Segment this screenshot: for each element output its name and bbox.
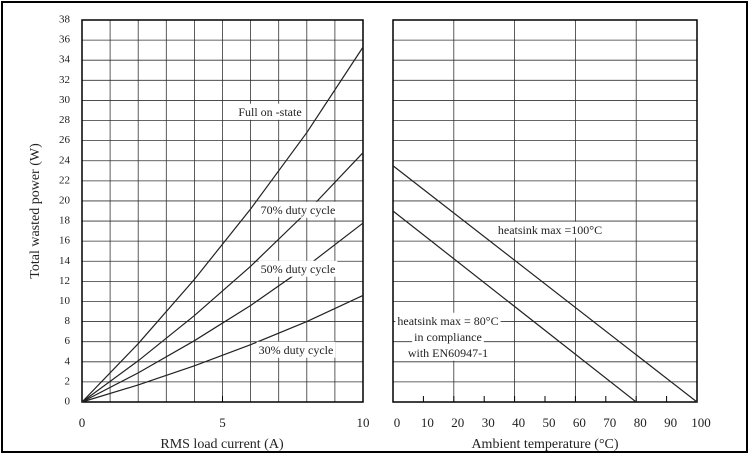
- line: [81, 294, 364, 403]
- x-tick-label: 90: [664, 415, 677, 430]
- y-axis-label: Total wasted power (W): [28, 143, 43, 279]
- line: [392, 165, 698, 403]
- x-tick-label: 50: [543, 415, 556, 430]
- series-label: Full on -state: [238, 105, 301, 119]
- series-label: heatsink max =100°C: [498, 223, 602, 237]
- y-tick-label: 36: [59, 34, 71, 46]
- label-bg: [412, 328, 484, 345]
- x-tick-label: 10: [421, 415, 434, 430]
- y-tick-label: 30: [59, 94, 71, 106]
- label-bg: [395, 312, 501, 329]
- x-tick-label: 70: [603, 415, 616, 430]
- line: [81, 222, 364, 403]
- label-bg: [405, 344, 491, 361]
- x-tick-label: 0: [79, 415, 86, 430]
- x-tick-label: 40: [512, 415, 525, 430]
- y-tick-label: 26: [59, 134, 71, 146]
- x-tick-label: 30: [482, 415, 495, 430]
- label-bg: [256, 341, 336, 358]
- series-label: 70% duty cycle: [261, 203, 336, 217]
- x-tick-label: 80: [634, 415, 647, 430]
- line: [392, 210, 637, 403]
- x-tick-label: 60: [573, 415, 586, 430]
- y-tick-label: 20: [59, 194, 71, 206]
- x-axis-label: RMS load current (A): [160, 437, 284, 452]
- y-tick-label: 12: [59, 275, 70, 287]
- y-tick-label: 32: [59, 74, 70, 86]
- x-tick-label: 10: [357, 415, 370, 430]
- y-tick-label: 16: [59, 235, 71, 247]
- y-tick-label: 6: [65, 335, 71, 347]
- annotation: with EN60947-1: [408, 346, 488, 360]
- series-label: heatsink max = 80°C: [397, 314, 498, 328]
- y-tick-label: 28: [59, 114, 71, 126]
- label-bg: [236, 103, 304, 120]
- y-tick-label: 18: [59, 215, 71, 227]
- y-tick-label: 2: [65, 375, 71, 387]
- x-tick-label: 0: [394, 415, 401, 430]
- y-tick-label: 14: [59, 255, 71, 267]
- x-axis-label: Ambient temperature (°C): [471, 437, 618, 452]
- x-tick-label: 100: [691, 415, 711, 430]
- label-bg: [258, 201, 338, 218]
- y-tick-label: 4: [65, 355, 71, 367]
- series-label: 30% duty cycle: [259, 343, 334, 357]
- y-tick-label: 38: [59, 14, 71, 26]
- y-tick-label: 34: [59, 54, 71, 66]
- y-tick-label: 24: [59, 154, 71, 166]
- annotation: in compliance: [414, 330, 482, 344]
- y-tick-label: 22: [59, 174, 70, 186]
- y-tick-label: 10: [59, 295, 71, 307]
- x-tick-label: 5: [219, 415, 226, 430]
- line: [81, 46, 364, 403]
- y-tick-label: 0: [65, 396, 71, 408]
- label-bg: [258, 260, 338, 277]
- y-tick-label: 8: [65, 315, 71, 327]
- x-tick-label: 20: [451, 415, 464, 430]
- label-bg: [495, 221, 605, 238]
- series-label: 50% duty cycle: [261, 262, 336, 276]
